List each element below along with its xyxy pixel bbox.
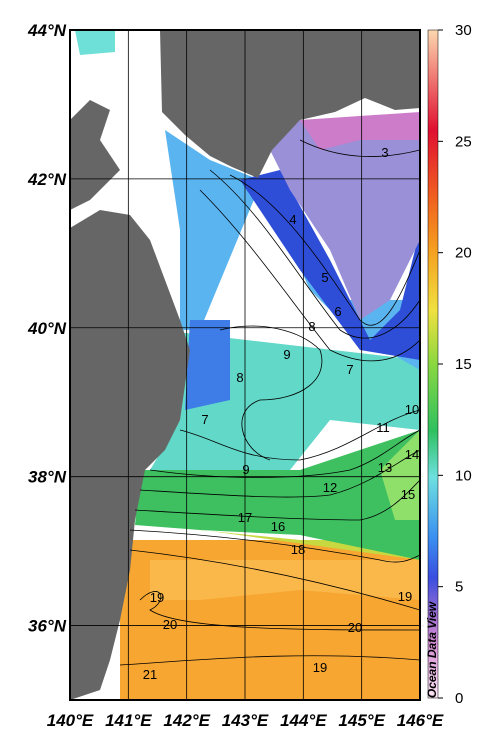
ocean [240, 170, 420, 360]
ocean [380, 430, 420, 520]
colorbar [427, 29, 439, 699]
lon-label: 146°E [397, 711, 444, 730]
contour-label: 13 [378, 460, 392, 475]
contour-label: 19 [150, 590, 164, 605]
ocean [135, 430, 420, 560]
land [70, 100, 120, 210]
contour-label: 8 [236, 370, 243, 385]
lat-label: 36°N [28, 617, 67, 636]
map-field [70, 30, 420, 700]
lon-label: 142°E [163, 711, 210, 730]
contour-label: 3 [381, 145, 388, 160]
colorbar-label: 0 [455, 690, 463, 707]
ocean [75, 30, 115, 55]
contour-label: 12 [323, 480, 337, 495]
contour-label: 9 [242, 462, 249, 477]
ocean [150, 560, 420, 600]
lat-label: 38°N [28, 468, 67, 487]
contour-label: 10 [405, 402, 419, 417]
contour-label: 18 [291, 542, 305, 557]
lon-label: 143°E [222, 711, 269, 730]
grid [70, 30, 420, 700]
contour-label: 11 [376, 420, 390, 435]
land [70, 210, 190, 700]
ocean [270, 115, 420, 320]
lon-label: 144°E [280, 711, 327, 730]
contour-label: 20 [163, 617, 177, 632]
colorbar-label: 10 [455, 467, 472, 484]
lat-label: 44°N [27, 21, 67, 40]
contour-label: 7 [346, 362, 353, 377]
ocean [300, 112, 420, 150]
lat-label: 42°N [27, 170, 67, 189]
lon-label: 140°E [47, 711, 94, 730]
contour-label: 20 [348, 620, 362, 635]
contour-label: 6 [334, 304, 341, 319]
contour-label: 8 [308, 319, 315, 334]
map-frame [69, 29, 421, 701]
contour-label: 4 [289, 212, 296, 227]
lat-label: 40°N [27, 319, 67, 338]
colorbar-label: 20 [455, 245, 472, 262]
land [160, 30, 420, 178]
lon-label: 141°E [105, 711, 152, 730]
contour-label: 15 [401, 487, 415, 502]
contour-label: 5 [321, 270, 328, 285]
colorbar-label: 25 [455, 133, 472, 150]
contour-label: 19 [398, 589, 412, 604]
contour-label: 14 [405, 447, 419, 462]
ocean [185, 320, 230, 410]
contour-label: 19 [313, 660, 327, 675]
lon-label: 145°E [338, 711, 385, 730]
contour-label: 21 [143, 667, 157, 682]
contours [119, 139, 420, 666]
contour-label: 9 [283, 347, 290, 362]
colorbar-label: 5 [455, 579, 463, 596]
colorbar-label: 30 [455, 22, 472, 39]
contour-label: 16 [271, 519, 285, 534]
colorbar-label: 15 [455, 356, 472, 373]
contour-label: 7 [201, 412, 208, 427]
credit: Ocean Data View [425, 601, 439, 698]
contour-label: 17 [238, 510, 252, 525]
